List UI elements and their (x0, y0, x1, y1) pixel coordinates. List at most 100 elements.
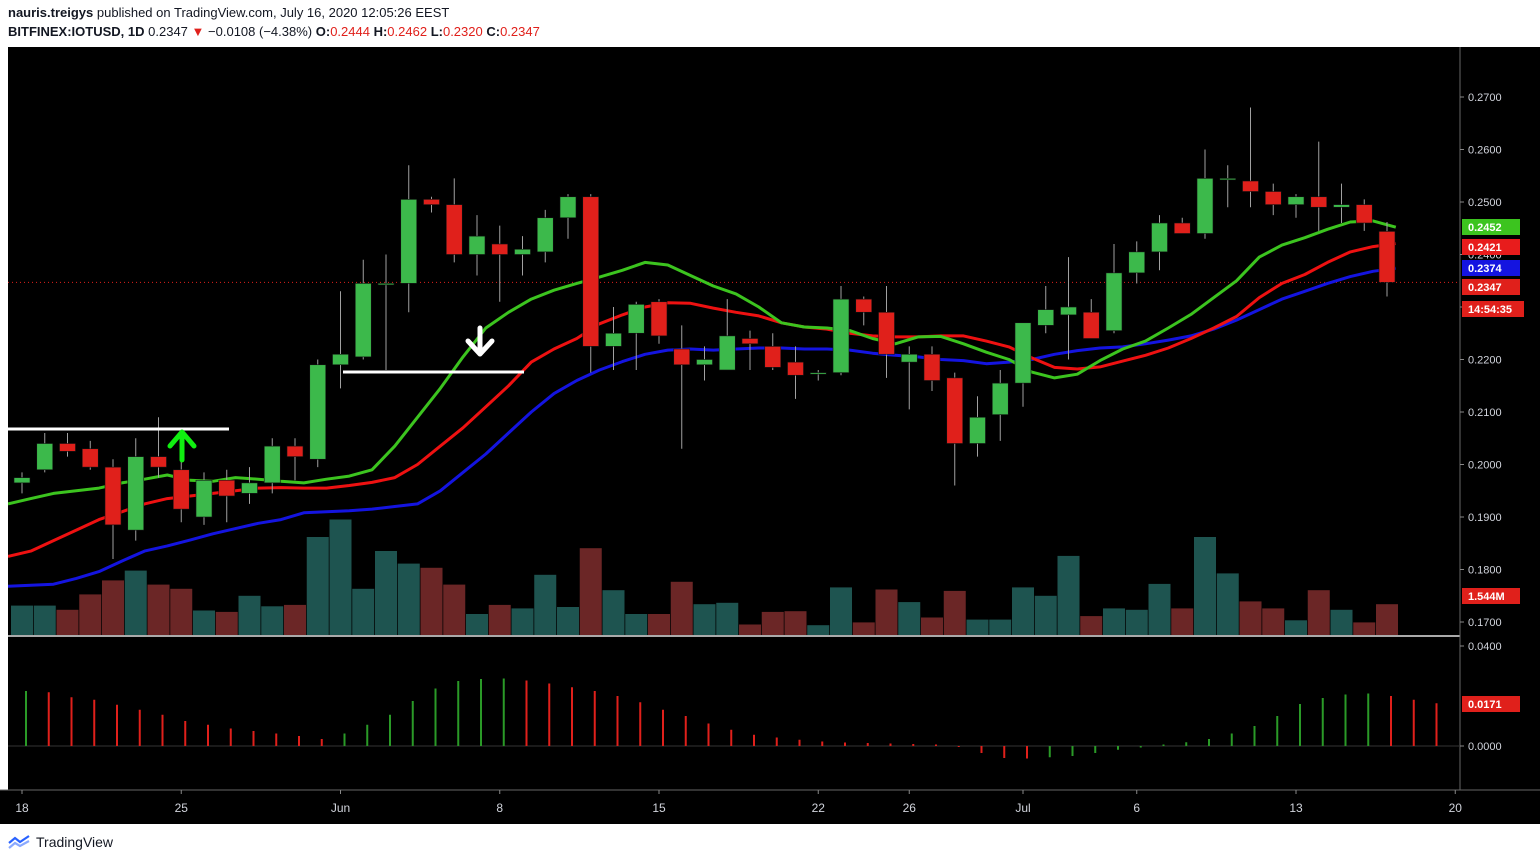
price-chart[interactable]: 0.27000.26000.25000.24000.23000.22000.21… (0, 0, 1540, 830)
volume-bar (215, 611, 238, 635)
open-value: 0.2444 (330, 24, 370, 39)
volume-bar (1330, 609, 1353, 635)
volume-bar (1171, 608, 1194, 635)
time-axis-label: 26 (903, 801, 917, 815)
candle-body (195, 479, 213, 518)
volume-bar (602, 590, 625, 635)
time-axis-label: 22 (812, 801, 826, 815)
candle-body (696, 359, 713, 366)
volume-bar (420, 567, 443, 635)
candle-body (1105, 272, 1123, 331)
candle-body (36, 443, 54, 471)
time-axis-label: 15 (652, 801, 666, 815)
volume-bar (1285, 620, 1307, 635)
high-label: H: (373, 24, 388, 39)
time-axis-label: 8 (496, 801, 503, 815)
price-axis-label: 0.2200 (1468, 355, 1502, 367)
volume-label: 1.544M (1468, 591, 1505, 603)
volume-bar (79, 594, 102, 635)
price-axis-label: 0.2500 (1468, 197, 1502, 209)
candle-body (423, 199, 440, 205)
volume-bar (625, 614, 648, 635)
open-label: O: (315, 24, 331, 39)
ema-slow-line (8, 266, 1397, 588)
candle-body (445, 204, 463, 255)
candle-body (946, 377, 964, 444)
volume-bar (375, 551, 397, 635)
candle-body (1128, 251, 1146, 274)
candle-body (286, 445, 304, 457)
candle-body (900, 353, 918, 363)
volume-bar (1262, 608, 1285, 635)
ema-fast-label: 0.2452 (1468, 222, 1502, 234)
volume-bar (1080, 616, 1103, 635)
price-axis (1460, 47, 1540, 790)
volume-bar (557, 607, 579, 635)
candle-body (491, 243, 509, 255)
volume-bar (193, 610, 215, 635)
volume-bar (1012, 587, 1034, 635)
volume-bar (352, 588, 375, 635)
close-label: C: (486, 24, 501, 39)
volume-bar (284, 604, 306, 635)
oscillator-pane (8, 637, 1460, 790)
candle-body (400, 199, 418, 284)
symbol-name[interactable]: BITFINEX:IOTUSD, 1D (8, 24, 145, 39)
candle-body (1151, 222, 1168, 253)
candle-body (832, 298, 850, 373)
volume-bar (739, 624, 761, 635)
tradingview-footer[interactable]: TradingView (8, 834, 113, 850)
volume-bar (488, 604, 511, 635)
candle-body (354, 283, 372, 358)
price-axis-label: 0.2600 (1468, 145, 1502, 157)
ema-slow-label-bg (1462, 260, 1520, 276)
volume-bar (511, 608, 534, 635)
volume-bar (1148, 583, 1171, 635)
candle-body (1287, 196, 1305, 205)
candle-body (627, 304, 645, 334)
candle-body (1333, 204, 1350, 208)
high-value: 0.2462 (387, 24, 428, 39)
countdown-label-bg (1462, 301, 1524, 317)
candle-body (218, 479, 236, 497)
candle-body (127, 456, 145, 531)
volume-bar (761, 611, 784, 635)
candle-body (172, 469, 190, 510)
candle-body (104, 466, 122, 526)
candle-body (1378, 231, 1396, 283)
time-axis-label: 25 (175, 801, 189, 815)
candle-body (809, 372, 827, 375)
publisher-line: nauris.treigys published on TradingView.… (8, 5, 449, 20)
time-axis (0, 790, 1540, 824)
volume-bar (238, 595, 261, 635)
ema-fast-line (8, 219, 1397, 506)
last-close-label: 0.2347 (1468, 282, 1502, 294)
volume-label-bg (1462, 588, 1520, 604)
volume-bar (1239, 601, 1262, 635)
time-axis-label: Jun (331, 801, 350, 815)
author-name[interactable]: nauris.treigys (8, 5, 94, 20)
volume-bar (1376, 604, 1398, 635)
volume-bar (466, 614, 488, 635)
price-change: −0.0108 (−4.38%) (208, 24, 313, 39)
price-axis-label: 0.2100 (1468, 407, 1502, 419)
last-close-label-bg (1462, 279, 1520, 295)
ema-mid-line (8, 242, 1397, 558)
low-value: 0.2320 (442, 24, 483, 39)
histogram-label: 0.0171 (1468, 699, 1502, 711)
time-axis-label: Jul (1015, 801, 1030, 815)
osc-axis-label: 0.0000 (1468, 741, 1502, 753)
price-axis-label: 0.1700 (1468, 617, 1502, 629)
volume-bar (1034, 595, 1057, 635)
candle-body (377, 283, 395, 286)
candle-body (718, 335, 736, 371)
volume-bar (648, 614, 670, 635)
volume-bar (852, 622, 875, 635)
price-axis-label: 0.2700 (1468, 92, 1502, 104)
volume-bar (33, 605, 56, 635)
candle-body (13, 477, 31, 484)
candle-body (1173, 222, 1191, 234)
volume-bar (261, 606, 284, 635)
candle-body (1196, 178, 1214, 234)
candle-body (650, 301, 668, 337)
